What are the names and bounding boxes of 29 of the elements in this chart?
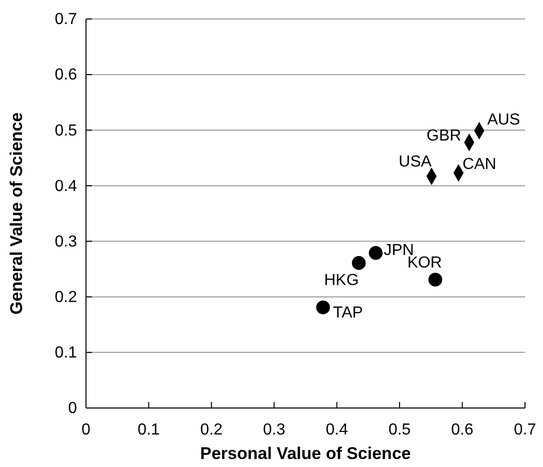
point bbox=[316, 300, 330, 314]
y-tick-label: 0.6 bbox=[54, 66, 78, 84]
annotation: AUS bbox=[487, 112, 520, 129]
y-tick-label: 0.3 bbox=[54, 233, 78, 250]
y-tick-label: 0.1 bbox=[54, 344, 78, 362]
x-tick-label: 0.3 bbox=[263, 422, 286, 439]
annotation: USA bbox=[398, 153, 432, 170]
y-tick-label: 0 bbox=[68, 400, 78, 418]
point bbox=[428, 272, 442, 287]
y-tick-label: 0.5 bbox=[54, 122, 78, 140]
x-tick-label: 0.2 bbox=[200, 422, 223, 439]
annotation: CAN bbox=[462, 156, 496, 173]
x-tick-label: 0.7 bbox=[514, 422, 536, 439]
x-tick-label: 0 bbox=[82, 422, 91, 439]
y-tick-label: 0.4 bbox=[54, 178, 78, 195]
annotation: GBR bbox=[426, 127, 462, 144]
x-tick-label: 0.4 bbox=[326, 422, 348, 439]
point bbox=[368, 246, 383, 260]
annotation: HKG bbox=[324, 272, 359, 289]
x-tick-label: 0.1 bbox=[138, 422, 160, 439]
y-tick-label: 0.2 bbox=[54, 288, 78, 306]
annotation: KOR bbox=[407, 254, 442, 272]
y-axis-title: General Value of Science bbox=[7, 112, 26, 315]
x-tick-label: 0.5 bbox=[388, 422, 411, 439]
x-axis-title: Personal Value of Science bbox=[200, 444, 411, 463]
annotation: TAP bbox=[333, 304, 363, 322]
point bbox=[352, 256, 366, 270]
x-tick-label: 0.6 bbox=[451, 422, 474, 439]
y-tick-label: 0.7 bbox=[54, 11, 78, 28]
